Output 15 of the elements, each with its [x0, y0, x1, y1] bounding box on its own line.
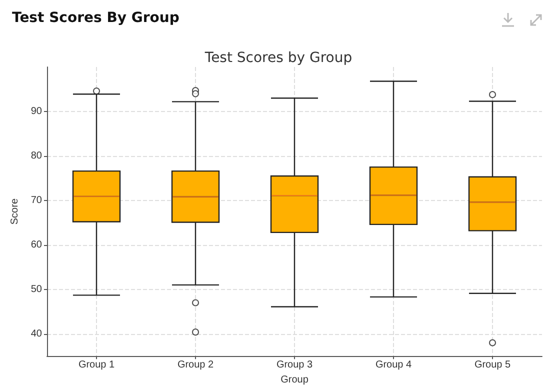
y-tick-label: 70 — [30, 194, 42, 206]
x-tick-label: Group 2 — [177, 360, 214, 371]
y-tick-label: 90 — [30, 106, 42, 117]
y-tick-label: 60 — [30, 239, 42, 250]
x-tick-label: Group 3 — [276, 360, 313, 371]
chart-subtitle: Test Scores by Group — [204, 50, 352, 66]
y-tick-label: 50 — [30, 284, 42, 295]
y-tick-label: 40 — [30, 328, 42, 340]
y-axis-title: Score — [9, 198, 20, 225]
x-tick-label: Group 5 — [474, 360, 511, 371]
x-tick-label: Group 4 — [375, 360, 412, 371]
chart-title: Test Scores By Group — [12, 10, 180, 26]
x-tick-label: Group 1 — [78, 360, 115, 371]
x-axis-title: Group — [280, 374, 309, 386]
y-tick-label: 80 — [30, 150, 42, 162]
